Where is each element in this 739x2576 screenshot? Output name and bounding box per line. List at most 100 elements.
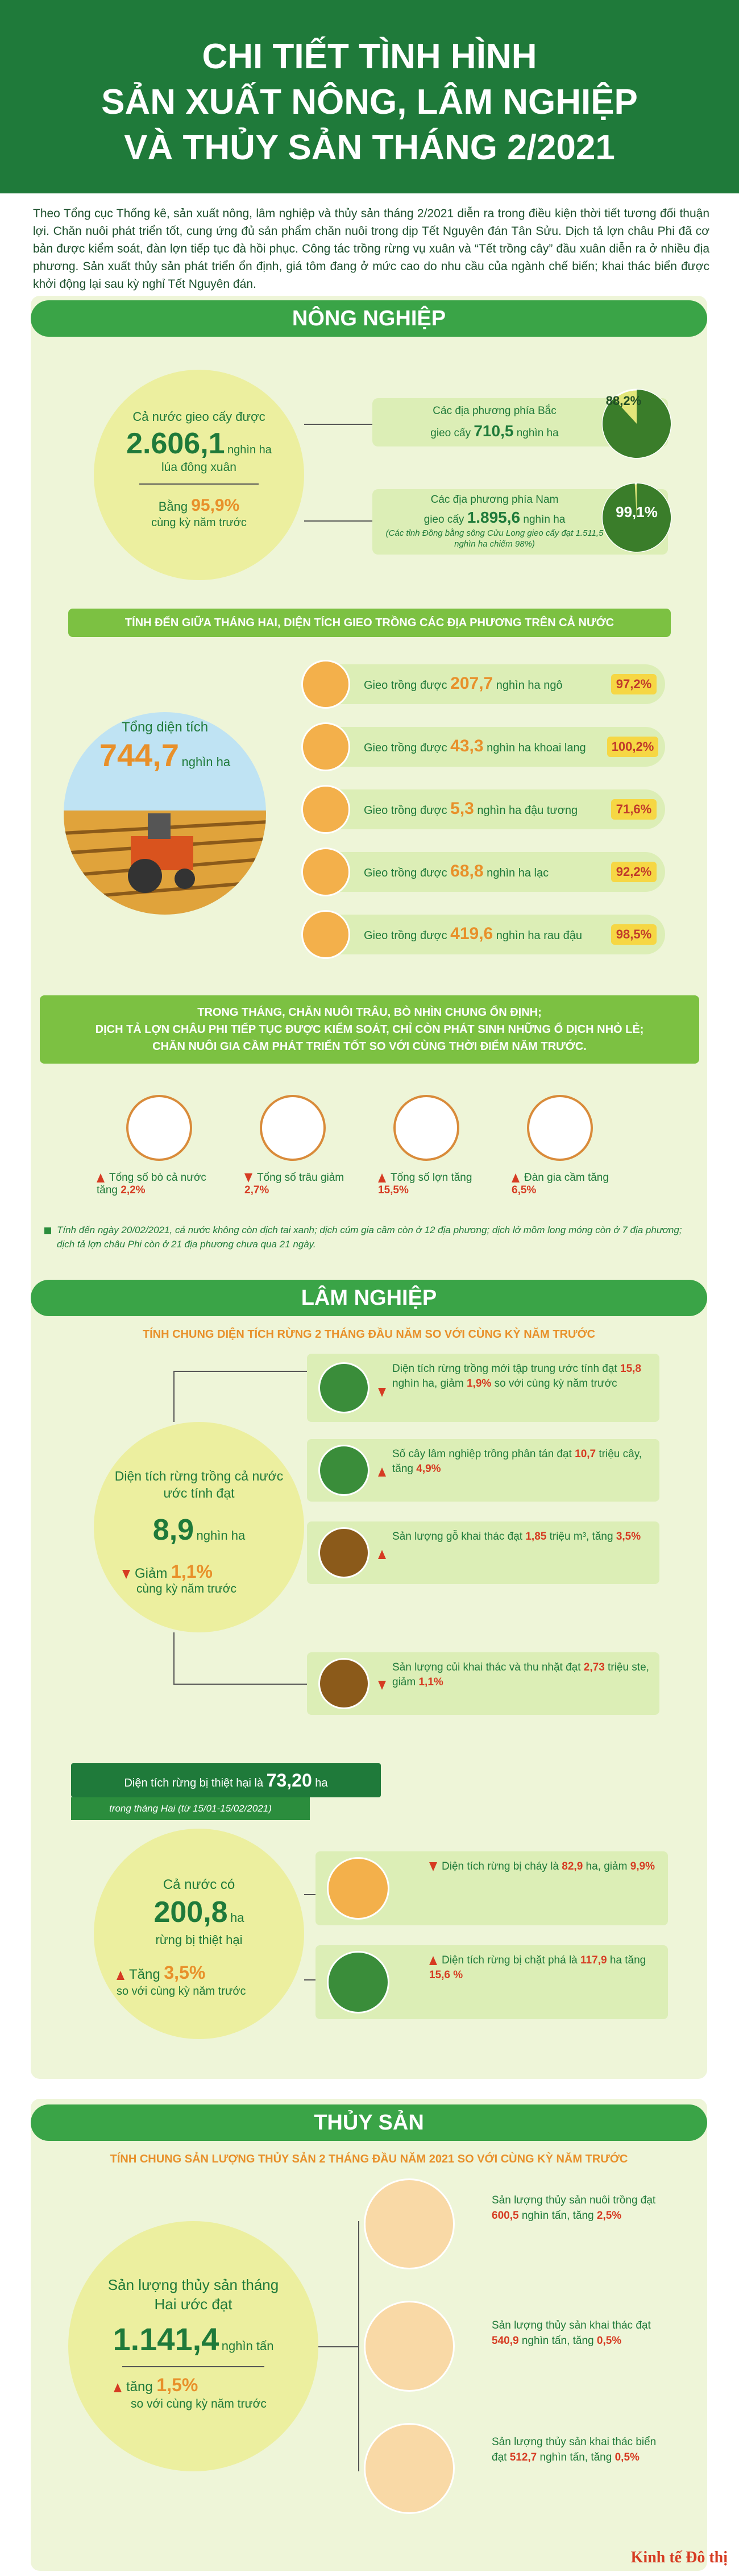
animal-label: Tổng số lợn tăng — [391, 1172, 472, 1184]
forest-item-text2: nghìn ha, giảm — [392, 1378, 464, 1390]
cut-value: 117,9 — [580, 1954, 607, 1966]
fishery-item-pct: 2,5% — [596, 2210, 622, 2222]
arrow-up-icon — [97, 1173, 105, 1182]
animal-label: Tổng số trâu giảm — [257, 1172, 344, 1184]
forestry-title: LÂM NGHIỆP — [31, 1280, 707, 1316]
crop-row — [313, 727, 665, 767]
fishery-item-value: 512,7 — [509, 2451, 537, 2463]
crop-pct: 97,2% — [611, 674, 657, 694]
crop-row — [313, 789, 665, 829]
connector-line — [173, 1371, 175, 1422]
arrow-up-icon — [512, 1173, 520, 1182]
disease-note: Tính đến ngày 20/02/2021, cả nước không … — [57, 1225, 682, 1250]
south-pie-slice — [603, 483, 671, 552]
damaged-sub: rừng bị thiệt hại — [155, 1933, 243, 1947]
rice-equal-value: 95,9% — [191, 496, 240, 515]
intro-paragraph: Theo Tổng cục Thống kê, sản xuất nông, l… — [33, 207, 709, 291]
bullet-icon — [44, 1227, 51, 1234]
crop-suffix: nghìn ha rau đậu — [496, 929, 583, 942]
forest-area-change-label: Giảm — [135, 1566, 168, 1581]
arrow-up-icon — [117, 1970, 124, 1980]
title-line-1: CHI TIẾT TÌNH HÌNH — [202, 37, 537, 76]
south-unit: nghìn ha — [523, 514, 566, 526]
forest-item-value: 10,7 — [575, 1448, 596, 1460]
fishery-item-text2: nghìn tấn, tăng — [521, 2210, 594, 2222]
crop-text: Gieo trồng được 207,7 nghìn ha ngô — [364, 674, 563, 693]
animal-value: 2,2% — [121, 1184, 146, 1196]
forest-area-change-sub: cùng kỳ năm trước — [136, 1582, 237, 1595]
chicken-icon — [527, 1095, 593, 1161]
forest-item-text: Sản lượng gỗ khai thác đạt — [392, 1531, 523, 1543]
fishery-item-pct: 0,5% — [596, 2335, 622, 2347]
arrow-down-icon — [122, 1569, 130, 1579]
divider — [139, 483, 259, 485]
animal-stat: Tổng số trâu giảm 2,7% — [244, 1172, 352, 1197]
livestock-band-line-2: DỊCH TẢ LỢN CHÂU PHI TIẾP TỤC ĐƯỢC KIỂM … — [95, 1023, 644, 1036]
fishery-item-text2: nghìn tấn, tăng — [521, 2335, 594, 2347]
corn-icon — [301, 660, 350, 709]
crop-text: Gieo trồng được 419,6 nghìn ha rau đậu — [364, 924, 582, 944]
connector-line — [304, 1979, 315, 1980]
damage-unit: ha — [315, 1777, 328, 1789]
crop-value: 207,7 — [450, 674, 493, 693]
cow-icon — [126, 1095, 192, 1161]
fire-text: Diện tích rừng bị cháy là — [442, 1860, 559, 1872]
forest-area-value: 8,9 — [152, 1514, 194, 1547]
fishery-total-value: 1.141,4 — [113, 2321, 219, 2357]
north-sown: gieo cấy — [430, 427, 471, 439]
south-note: (Các tỉnh Đồng bằng sông Cửu Long gieo c… — [385, 528, 604, 549]
forest-item-text2: triệu ste, giảm — [392, 1661, 649, 1688]
total-area-label: Tổng diện tích — [121, 720, 209, 735]
crop-prefix: Gieo trồng được — [364, 804, 447, 817]
north-unit: nghìn ha — [516, 427, 559, 439]
arrow-up-icon — [378, 1550, 386, 1559]
damaged-label: Cả nước có — [163, 1877, 235, 1892]
forest-item-text: Diện tích rừng trồng mới tập trung ước t… — [392, 1363, 617, 1375]
livestock-band-line-3: CHĂN NUÔI GIA CẦM PHÁT TRIỂN TỐT SO VỚI … — [152, 1040, 587, 1053]
header: CHI TIẾT TÌNH HÌNH SẢN XUẤT NÔNG, LÂM NG… — [0, 0, 739, 193]
fishery-total-label: Sản lượng thủy sản tháng Hai ước đạt — [107, 2276, 279, 2313]
damaged-circle — [94, 1829, 304, 2039]
crop-pct: 100,2% — [607, 737, 658, 757]
fishery-item-text: Sản lượng thủy sản nuôi trồng đạt — [492, 2194, 656, 2206]
connector-line — [173, 1371, 307, 1372]
rice-sown-label: Cả nước gieo cấy được — [132, 410, 265, 424]
damaged-change-value: 3,5% — [164, 1962, 206, 1983]
damaged-unit: ha — [230, 1911, 244, 1925]
fishery-item-pct: 0,5% — [615, 2451, 640, 2463]
firewood-icon — [318, 1658, 370, 1709]
connector-line — [173, 1684, 307, 1685]
south-value: 1.895,6 — [467, 508, 521, 526]
forest-area-unit: nghìn ha — [196, 1528, 246, 1543]
brand-logo: Kinh tế Đô thị — [630, 2549, 728, 2566]
damage-value: 73,20 — [266, 1770, 312, 1791]
forest-area-change: Giảm 1,1% — [122, 1561, 293, 1582]
peanut-icon — [301, 847, 350, 896]
crop-suffix: nghìn ha lạc — [487, 867, 549, 879]
forest-item-text: Số cây lâm nghiệp trồng phân tán đạt — [392, 1448, 572, 1460]
fishery-total-unit: nghìn tấn — [221, 2339, 274, 2353]
animal-label: Đàn gia cầm tăng — [524, 1172, 609, 1184]
rice-equal-sub: cùng kỳ năm trước — [151, 516, 247, 529]
crop-suffix: nghìn ha đậu tương — [477, 804, 578, 817]
title-line-2: SẢN XUẤT NÔNG, LÂM NGHIỆP — [101, 82, 638, 122]
agriculture-title: NÔNG NGHIỆP — [31, 300, 707, 337]
crop-row — [313, 915, 665, 954]
north-value-line: gieo cấy 710,5 nghìn ha — [387, 422, 603, 440]
vegetable-icon — [301, 910, 350, 959]
forest-area-circle — [94, 1422, 304, 1632]
north-pct: 88,2% — [605, 394, 642, 408]
damage-label: Diện tích rừng bị thiệt hại là — [124, 1777, 264, 1789]
arrow-down-icon — [378, 1681, 386, 1690]
crop-value: 5,3 — [450, 799, 474, 818]
deforestation-icon — [327, 1951, 389, 2013]
fishery-item-text: Sản lượng thủy sản khai thác biển đạt — [492, 2436, 657, 2463]
marine-fish-icon — [364, 2301, 455, 2392]
arrow-down-icon — [244, 1173, 252, 1182]
forest-item-text2: triệu cây, tăng — [392, 1448, 642, 1475]
livestock-band-line-1: TRONG THÁNG, CHĂN NUÔI TRÂU, BÒ NHÌN CHU… — [197, 1006, 542, 1019]
fishery-subtitle: TÍNH CHUNG SẢN LƯỢNG THỦY SẢN 2 THÁNG ĐẦ… — [110, 2153, 628, 2165]
fishery-change-value: 1,5% — [156, 2375, 198, 2395]
forest-area-change-value: 1,1% — [171, 1561, 213, 1582]
arrow-down-icon — [429, 1862, 437, 1871]
